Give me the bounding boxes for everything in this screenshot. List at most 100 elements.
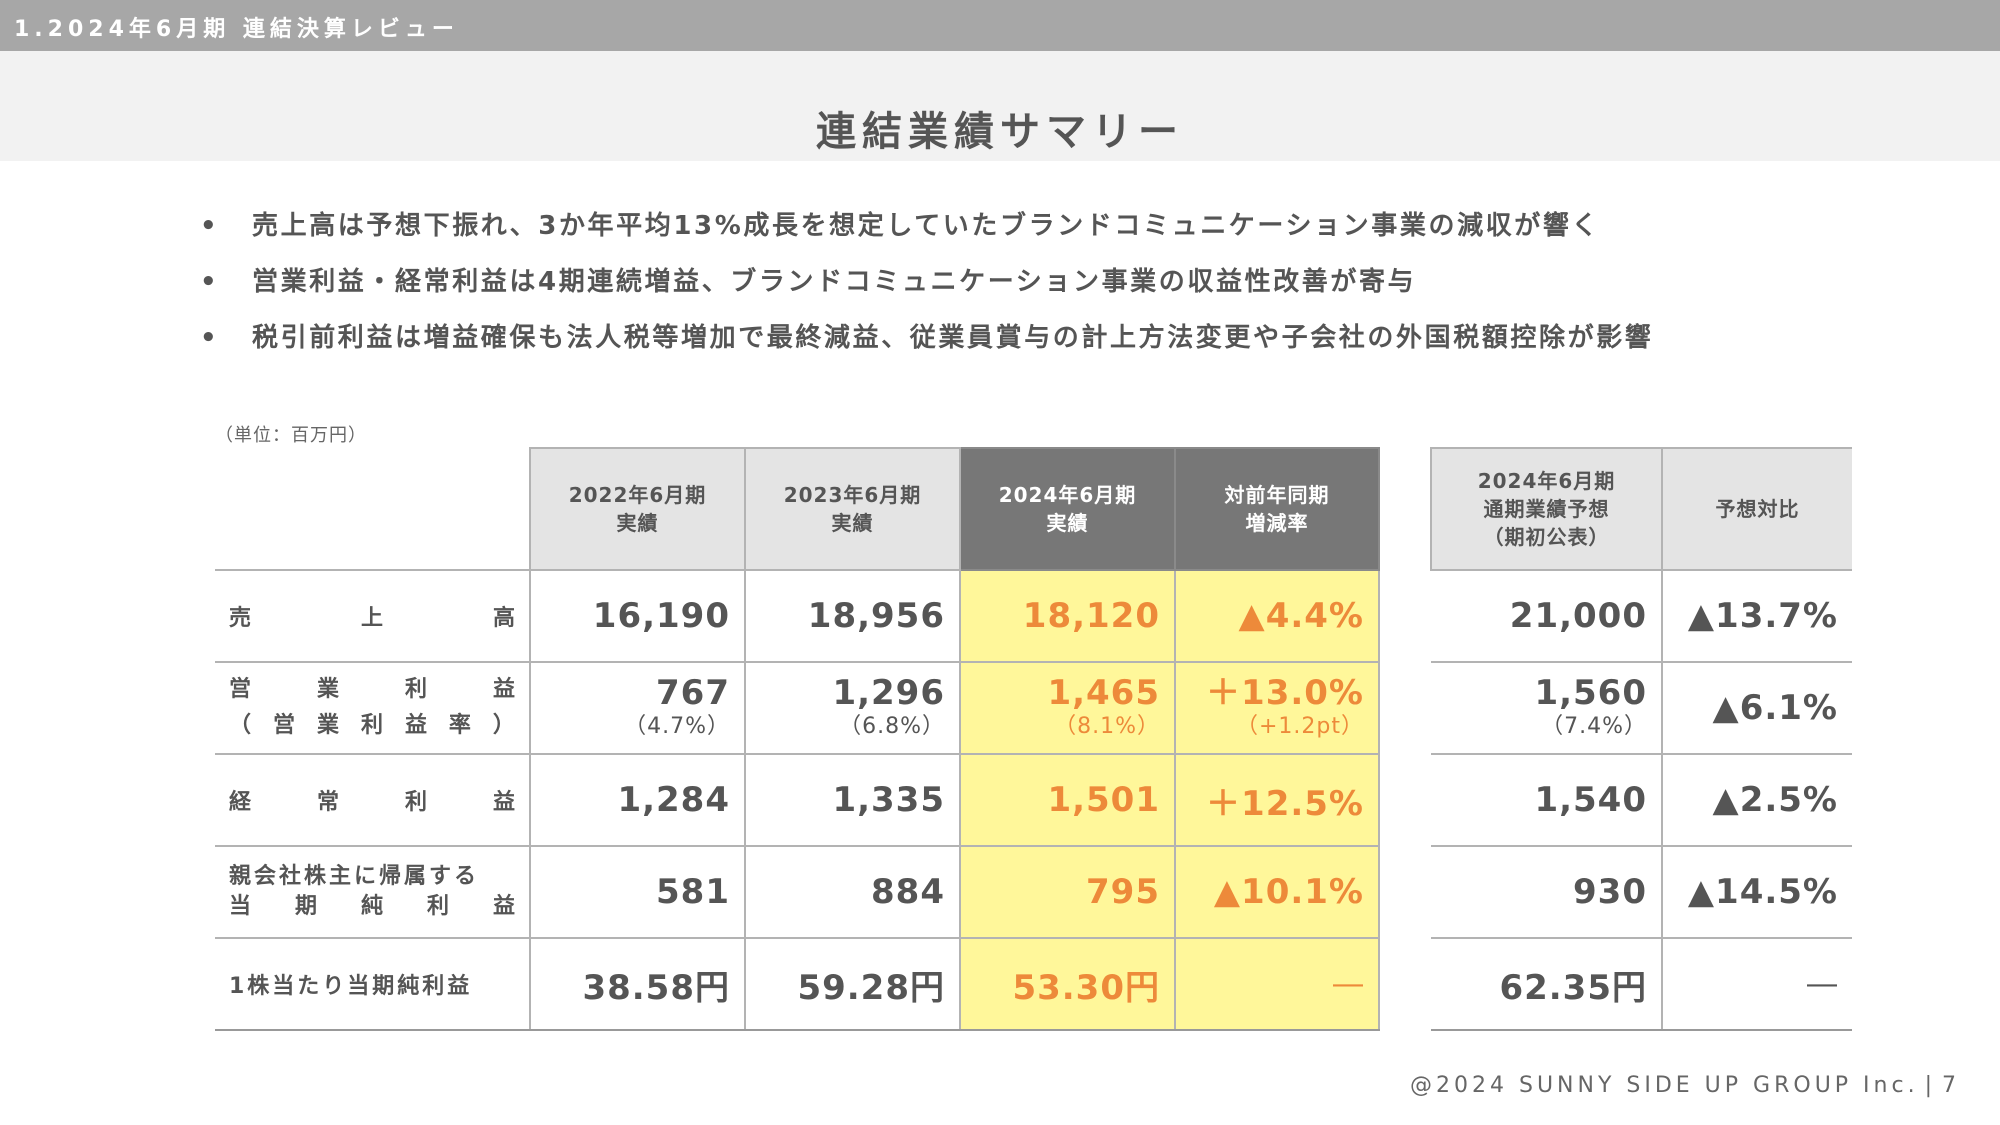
- label-char: 益: [492, 677, 515, 702]
- bullet-text: 営業利益・経常利益は4期連続増益、ブランドコミュニケーション事業の収益性改善が寄…: [252, 267, 1417, 297]
- header-fy2024: 2024年6月期 実績: [959, 447, 1176, 571]
- results-table: 2022年6月期 実績 2023年6月期 実績 2024年6月期 実績 対前年同…: [215, 447, 1380, 1031]
- bullet-marker: •: [200, 323, 220, 353]
- bullet-marker: •: [200, 267, 220, 297]
- cell-value-highlight: 18,120: [959, 569, 1176, 663]
- cell-value: 1,296 （6.8%）: [744, 661, 961, 755]
- header-fy2023: 2023年6月期 実績: [744, 447, 961, 571]
- cell-sub: （6.8%）: [839, 714, 945, 739]
- label-char: 高: [492, 606, 515, 631]
- cell-yoy: ▲4.4%: [1174, 569, 1380, 663]
- cell-value-highlight: 795: [959, 845, 1176, 939]
- cell-value: 16,190: [529, 569, 746, 663]
- label-char: 売: [229, 606, 252, 631]
- label-spread: 売 上 高: [229, 600, 515, 632]
- cell-sub: （4.7%）: [624, 714, 730, 739]
- cell-value: 767 （4.7%）: [529, 661, 746, 755]
- copyright: @2024 SUNNY SIDE UP GROUP Inc.: [1410, 1073, 1919, 1098]
- cell-value: 38.58円: [529, 937, 746, 1031]
- cell-main: 1,560: [1534, 673, 1647, 713]
- label-char: 率: [448, 713, 471, 738]
- label-char: （: [229, 713, 252, 738]
- header-fy2023-text: 2023年6月期 実績: [783, 483, 922, 535]
- label-char: 利: [404, 790, 427, 815]
- cell-sub: （8.1%）: [1054, 714, 1160, 739]
- label-char: 経: [229, 790, 252, 815]
- label-char: ）: [492, 713, 515, 738]
- table-header-row: 2024年6月期 通期業績予想 （期初公表） 予想対比: [1430, 447, 1852, 571]
- bullet-item: • 税引前利益は増益確保も法人税等増加で最終減益、従業員賞与の計上方法変更や子会社…: [200, 310, 1653, 366]
- label-char: 利: [426, 894, 449, 919]
- label-char: 利: [360, 713, 383, 738]
- row-label-operating-profit: 営 業 利 益 （ 営 業 利 益 率 ）: [215, 661, 531, 755]
- cell-sub: （+1.2pt）: [1235, 714, 1364, 739]
- cell-value: 18,956: [744, 569, 961, 663]
- cell-yoy: ▲10.1%: [1174, 845, 1380, 939]
- title-band: 連結業績サマリー: [0, 51, 2000, 161]
- cell-yoy: ＋13.0% （+1.2pt）: [1174, 661, 1380, 755]
- cell-main: 1,296: [832, 673, 945, 713]
- header-fy2022: 2022年6月期 実績: [529, 447, 746, 571]
- cell-value: 930: [1431, 845, 1663, 939]
- header-blank: [215, 448, 531, 571]
- label-char: 常: [316, 790, 339, 815]
- unit-note: （単位：百万円）: [215, 425, 367, 446]
- header-fy2024-text: 2024年6月期 実績: [998, 483, 1137, 535]
- summary-bullets: • 売上高は予想下振れ、3か年平均13%成長を想定していたブランドコミュニケーショ…: [200, 198, 1653, 366]
- cell-value: 581: [529, 845, 746, 939]
- cell-value: 1,335: [744, 753, 961, 847]
- label-char: 営: [272, 713, 295, 738]
- table-row: 62.35円 ―: [1431, 937, 1852, 1031]
- label-spread: 当 期 純 利 益: [229, 892, 515, 922]
- table-row: 1株当たり当期純利益 38.58円 59.28円 53.30円 ―: [215, 937, 1380, 1031]
- header-vs-forecast: 予想対比: [1661, 447, 1852, 571]
- forecast-table: 2024年6月期 通期業績予想 （期初公表） 予想対比 21,000 ▲13.7…: [1430, 447, 1852, 1031]
- row-label-ordinary-profit: 経 常 利 益: [215, 753, 531, 847]
- label-line: 親会社株主に帰属する: [229, 864, 480, 889]
- section-title: 1.2024年6月期 連結決算レビュー: [14, 17, 459, 42]
- label-char: 純: [360, 894, 383, 919]
- table-row: 1,540 ▲2.5%: [1431, 753, 1852, 847]
- label-char: 営: [229, 677, 252, 702]
- header-yoy: 対前年同期 増減率: [1174, 447, 1380, 571]
- cell-value-highlight: 1,465 （8.1%）: [959, 661, 1176, 755]
- header-forecast-text: 2024年6月期 通期業績予想 （期初公表）: [1477, 469, 1616, 549]
- cell-value: 1,560 （7.4%）: [1431, 661, 1663, 755]
- cell-vs: ▲2.5%: [1661, 753, 1852, 847]
- header-vs-text: 予想対比: [1715, 497, 1800, 521]
- cell-main: 767: [656, 673, 730, 713]
- header-forecast: 2024年6月期 通期業績予想 （期初公表）: [1430, 447, 1663, 571]
- table-row: 1,560 （7.4%） ▲6.1%: [1431, 661, 1852, 755]
- cell-value: 62.35円: [1431, 937, 1663, 1031]
- table-header-row: 2022年6月期 実績 2023年6月期 実績 2024年6月期 実績 対前年同…: [215, 447, 1380, 571]
- row-label-net-income: 親会社株主に帰属する 当 期 純 利 益: [215, 845, 531, 939]
- table-row: 経 常 利 益 1,284 1,335 1,501 ＋12.5%: [215, 753, 1380, 847]
- label-char: 期: [294, 894, 317, 919]
- cell-vs: ―: [1661, 937, 1852, 1031]
- footer-separator: |: [1924, 1073, 1932, 1098]
- label-spread: （ 営 業 利 益 率 ）: [229, 711, 515, 741]
- cell-value: 1,540: [1431, 753, 1663, 847]
- table-row: 営 業 利 益 （ 営 業 利 益 率 ） 767 （4.7%） 1,296 （6.…: [215, 661, 1380, 755]
- footer: @2024 SUNNY SIDE UP GROUP Inc. | 7: [1410, 1073, 1960, 1098]
- cell-vs: ▲13.7%: [1661, 569, 1852, 663]
- page-title: 連結業績サマリー: [816, 109, 1184, 155]
- cell-main: 1,465: [1047, 673, 1160, 713]
- label-char: 利: [404, 677, 427, 702]
- label-char: 益: [492, 894, 515, 919]
- label-char: 当: [229, 894, 252, 919]
- section-header-bar: 1.2024年6月期 連結決算レビュー: [0, 0, 2000, 51]
- cell-vs: ▲6.1%: [1661, 661, 1852, 755]
- table-row: 売 上 高 16,190 18,956 18,120 ▲4.4%: [215, 569, 1380, 663]
- header-yoy-text: 対前年同期 増減率: [1224, 483, 1330, 535]
- row-label-eps: 1株当たり当期純利益: [215, 937, 531, 1031]
- bullet-item: • 営業利益・経常利益は4期連続増益、ブランドコミュニケーション事業の収益性改善が…: [200, 254, 1653, 310]
- cell-value-highlight: 53.30円: [959, 937, 1176, 1031]
- page-number: 7: [1942, 1073, 1960, 1098]
- label-spread: 営 業 利 益: [229, 675, 515, 705]
- label-char: 業: [316, 677, 339, 702]
- cell-value: 1,284: [529, 753, 746, 847]
- cell-value-highlight: 1,501: [959, 753, 1176, 847]
- label-char: 益: [404, 713, 427, 738]
- bullet-text: 税引前利益は増益確保も法人税等増加で最終減益、従業員賞与の計上方法変更や子会社の…: [252, 323, 1654, 353]
